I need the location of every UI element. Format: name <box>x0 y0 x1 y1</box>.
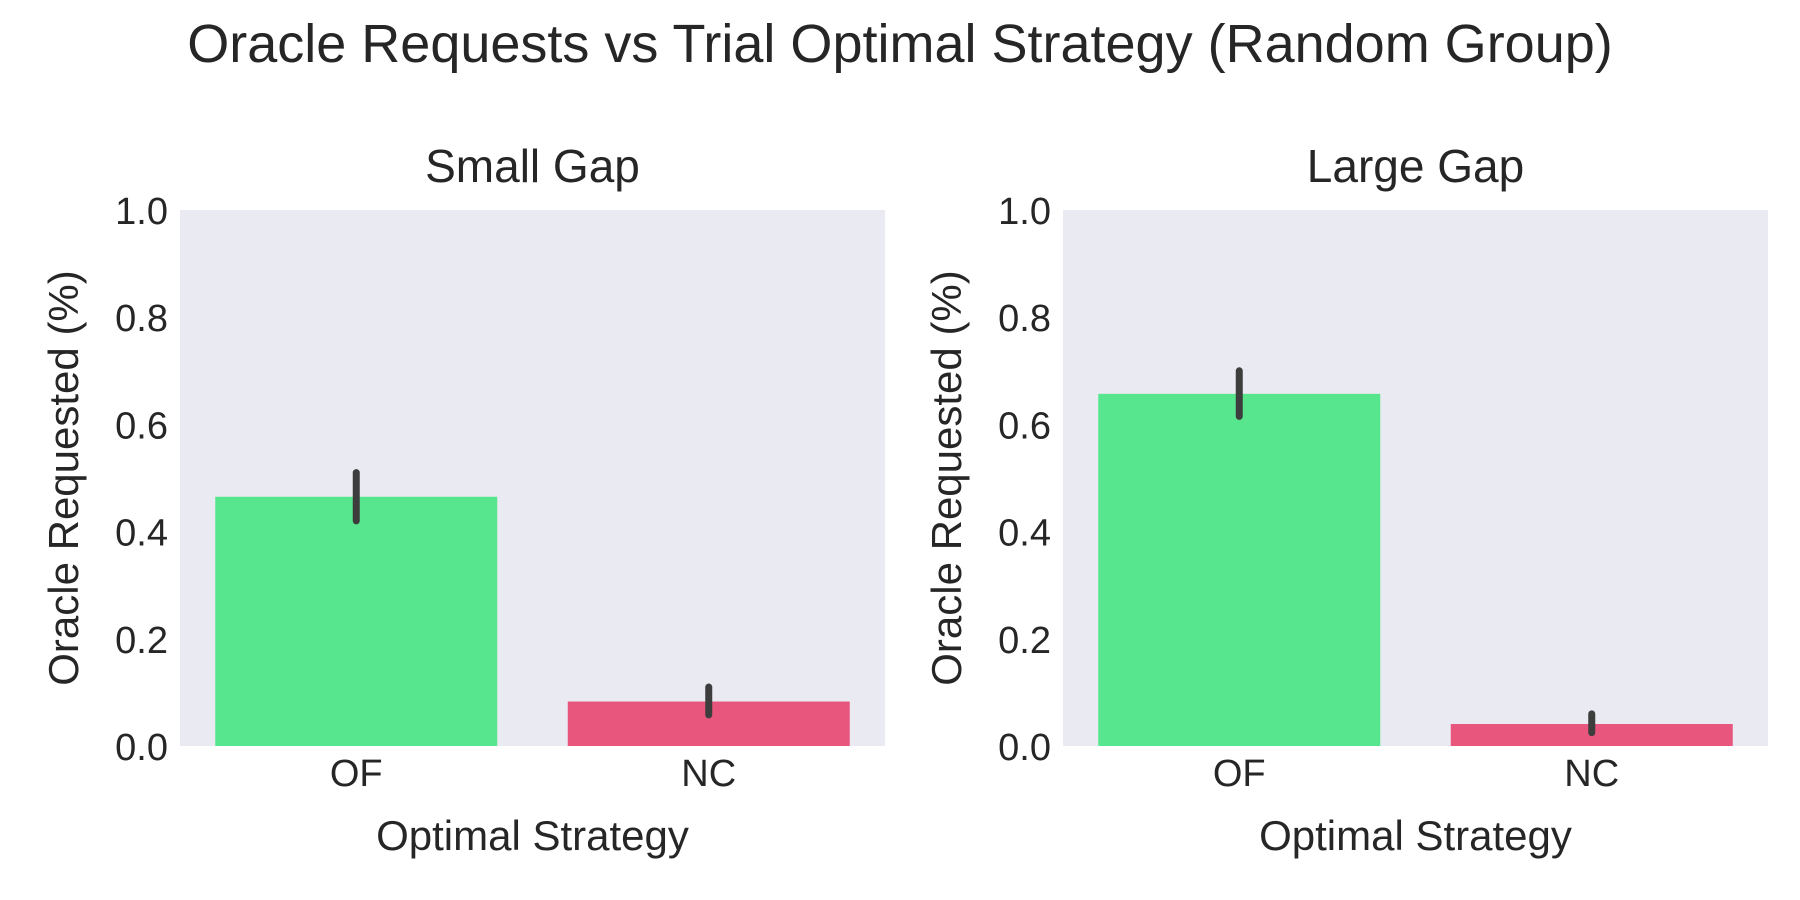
x-tick-label: NC <box>681 753 736 795</box>
large-gap-panel: Large Gap Oracle Requested (%) Optimal S… <box>923 140 1768 859</box>
error-bars <box>352 469 713 719</box>
y-tick-label: 0.6 <box>115 405 168 447</box>
y-axis-label: Oracle Requested (%) <box>923 270 970 686</box>
y-tick-labels: 0.0 0.2 0.4 0.6 0.8 1.0 <box>998 191 1051 769</box>
y-tick-label: 0.2 <box>115 620 168 662</box>
bar-of <box>215 496 498 746</box>
y-tick-label: 0.8 <box>115 298 168 340</box>
y-tick-label: 0.0 <box>998 727 1051 769</box>
y-tick-labels: 0.0 0.2 0.4 0.6 0.8 1.0 <box>115 191 168 769</box>
y-tick-label: 1.0 <box>998 191 1051 233</box>
panel-title: Large Gap <box>1307 140 1524 192</box>
y-tick-label: 0.0 <box>115 727 168 769</box>
x-tick-label: OF <box>1213 753 1266 795</box>
small-gap-panel: Small Gap Oracle Requested (%) Optimal S… <box>40 140 885 859</box>
x-tick-label: OF <box>330 753 383 795</box>
y-tick-label: 0.4 <box>115 513 168 555</box>
panel-title: Small Gap <box>425 140 640 192</box>
y-tick-label: 1.0 <box>115 191 168 233</box>
x-tick-label: NC <box>1564 753 1619 795</box>
y-tick-label: 0.8 <box>998 298 1051 340</box>
y-tick-label: 0.4 <box>998 513 1051 555</box>
y-tick-label: 0.2 <box>998 620 1051 662</box>
bars <box>1098 393 1733 746</box>
x-tick-labels: OF NC <box>330 753 736 795</box>
x-axis-label: Optimal Strategy <box>1259 812 1572 859</box>
y-axis-label: Oracle Requested (%) <box>40 270 87 686</box>
bar-of <box>1098 393 1381 746</box>
figure-title: Oracle Requests vs Trial Optimal Strateg… <box>187 14 1613 74</box>
x-tick-labels: OF NC <box>1213 753 1619 795</box>
error-bars <box>1235 367 1596 737</box>
bars <box>215 496 850 746</box>
y-tick-label: 0.6 <box>998 405 1051 447</box>
x-axis-label: Optimal Strategy <box>376 812 689 859</box>
